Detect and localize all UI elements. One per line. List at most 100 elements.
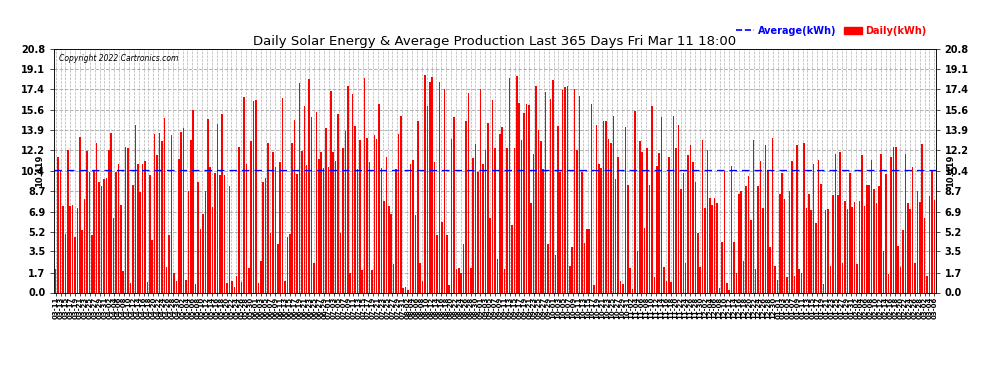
Bar — [343, 148, 344, 292]
Bar — [101, 186, 102, 292]
Bar — [680, 189, 682, 292]
Bar — [702, 140, 703, 292]
Bar — [544, 92, 546, 292]
Bar — [536, 86, 537, 292]
Bar — [175, 281, 177, 292]
Bar — [846, 209, 848, 292]
Bar — [506, 148, 508, 292]
Bar — [910, 209, 911, 292]
Bar — [192, 110, 194, 292]
Bar — [340, 233, 342, 292]
Bar — [581, 172, 583, 292]
Bar — [277, 244, 278, 292]
Bar — [84, 199, 85, 292]
Bar — [158, 133, 160, 292]
Bar — [781, 173, 783, 292]
Bar — [135, 125, 136, 292]
Bar — [651, 106, 652, 292]
Bar — [774, 266, 776, 292]
Bar — [64, 234, 66, 292]
Bar — [432, 77, 433, 292]
Bar — [168, 235, 170, 292]
Bar — [318, 159, 320, 292]
Bar — [583, 243, 585, 292]
Bar — [779, 194, 781, 292]
Bar — [519, 103, 520, 292]
Bar — [306, 165, 308, 292]
Bar — [161, 141, 162, 292]
Bar — [724, 171, 725, 292]
Bar — [863, 206, 865, 292]
Bar — [509, 78, 510, 292]
Bar — [695, 182, 696, 292]
Bar — [692, 162, 694, 292]
Bar — [190, 140, 192, 292]
Bar — [646, 148, 647, 292]
Bar — [188, 190, 189, 292]
Bar — [523, 113, 525, 292]
Bar — [528, 105, 530, 292]
Bar — [840, 152, 841, 292]
Bar — [854, 202, 855, 292]
Bar — [707, 150, 708, 292]
Bar — [794, 276, 795, 292]
Bar — [533, 154, 535, 292]
Bar — [789, 190, 790, 292]
Bar — [627, 185, 629, 292]
Bar — [260, 261, 261, 292]
Bar — [444, 88, 446, 292]
Bar — [745, 186, 746, 292]
Bar — [294, 120, 295, 292]
Bar — [905, 154, 906, 292]
Bar — [776, 280, 778, 292]
Bar — [665, 281, 667, 292]
Bar — [371, 270, 372, 292]
Bar — [682, 173, 684, 292]
Bar — [202, 214, 204, 292]
Bar — [622, 284, 624, 292]
Bar — [752, 140, 754, 292]
Bar — [296, 174, 298, 292]
Bar — [241, 282, 243, 292]
Bar — [96, 142, 97, 292]
Bar — [163, 118, 165, 292]
Bar — [236, 276, 238, 292]
Bar — [912, 167, 914, 292]
Bar — [333, 152, 334, 292]
Bar — [561, 90, 563, 292]
Bar — [349, 273, 350, 292]
Bar — [907, 204, 909, 292]
Bar — [719, 288, 721, 292]
Bar — [736, 273, 738, 292]
Bar — [330, 91, 332, 292]
Bar — [470, 268, 471, 292]
Bar — [569, 266, 570, 292]
Bar — [429, 82, 431, 292]
Bar — [818, 160, 820, 292]
Bar — [460, 273, 462, 292]
Bar — [439, 82, 441, 292]
Bar — [151, 240, 153, 292]
Bar — [383, 201, 385, 292]
Bar — [878, 186, 879, 292]
Bar — [883, 252, 884, 292]
Bar — [115, 172, 117, 292]
Bar — [400, 116, 402, 292]
Bar — [265, 178, 266, 292]
Bar — [823, 284, 824, 292]
Legend: Average(kWh), Daily(kWh): Average(kWh), Daily(kWh) — [733, 22, 931, 40]
Bar — [541, 141, 542, 292]
Bar — [791, 161, 793, 292]
Bar — [690, 145, 691, 292]
Bar — [786, 277, 788, 292]
Bar — [458, 268, 459, 292]
Bar — [405, 286, 407, 292]
Bar — [234, 286, 235, 292]
Bar — [57, 157, 58, 292]
Bar — [76, 208, 78, 292]
Bar — [721, 242, 723, 292]
Bar — [632, 289, 634, 292]
Bar — [757, 186, 759, 292]
Bar — [927, 276, 928, 292]
Bar — [62, 206, 63, 292]
